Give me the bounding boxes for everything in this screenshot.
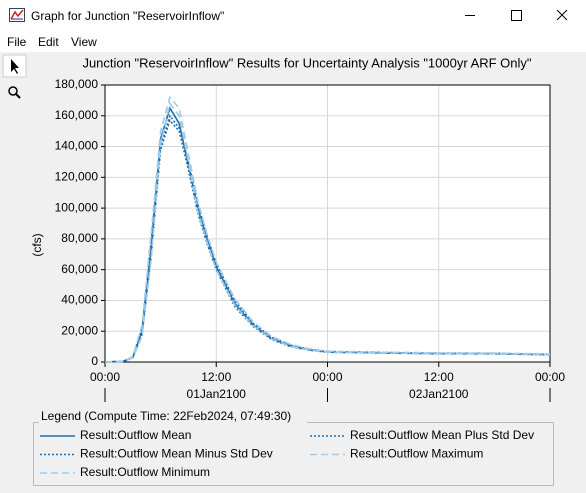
y-tick-label: 20,000 — [61, 323, 98, 337]
zoom-tool[interactable] — [8, 86, 18, 96]
x-tick-label: 00:00 — [90, 370, 120, 384]
y-tick-label: 180,000 — [55, 77, 99, 91]
x-tick-label: 12:00 — [424, 370, 454, 384]
app-icon — [9, 8, 25, 22]
legend-title: Legend (Compute Time: 22Feb2024, 07:49:3… — [41, 409, 291, 423]
y-tick-label: 80,000 — [61, 231, 98, 245]
x-tick-label: 00:00 — [535, 370, 565, 384]
series-line — [104, 95, 551, 363]
menu-item[interactable]: File — [7, 35, 27, 49]
legend-title-bg — [39, 410, 307, 424]
legend-label: Result:Outflow Minimum — [80, 465, 210, 479]
chart-title: Junction "ReservoirInflow" Results for U… — [82, 55, 531, 70]
legend-label: Result:Outflow Mean — [80, 428, 191, 442]
arrow-icon — [11, 59, 19, 74]
zoom-handle — [15, 93, 21, 99]
title-bar: Graph for Junction "ReservoirInflow" — [0, 0, 586, 31]
x-tick-label: 00:00 — [312, 370, 342, 384]
legend-label: Result:Outflow Mean Minus Std Dev — [80, 447, 273, 461]
series-line — [104, 101, 551, 363]
menu-item[interactable]: View — [71, 35, 97, 49]
plot-border — [104, 84, 551, 363]
toolbar — [2, 54, 27, 99]
close[interactable] — [556, 9, 568, 21]
menu-bar: File Edit View — [0, 31, 586, 52]
y-tick-label: 40,000 — [61, 293, 98, 307]
window-title: Graph for Junction "ReservoirInflow" — [31, 9, 225, 23]
date-label: 02Jan2100 — [409, 387, 469, 401]
y-tick-label: 0 — [91, 354, 98, 368]
y-axis-label: (cfs) — [30, 233, 44, 256]
window-controls[interactable] — [440, 0, 586, 31]
maximize[interactable] — [511, 10, 522, 21]
y-tick-label: 100,000 — [55, 200, 99, 214]
menu-item[interactable]: Edit — [38, 35, 59, 49]
legend-label: Result:Outflow Maximum — [350, 447, 483, 461]
legend-label: Result:Outflow Mean Plus Std Dev — [350, 428, 534, 442]
date-label: 01Jan2100 — [187, 387, 247, 401]
y-tick-label: 140,000 — [55, 139, 99, 153]
y-tick-label: 120,000 — [55, 170, 99, 184]
y-tick-label: 160,000 — [55, 108, 99, 122]
y-tick-label: 60,000 — [61, 262, 98, 276]
x-tick-label: 12:00 — [201, 370, 231, 384]
